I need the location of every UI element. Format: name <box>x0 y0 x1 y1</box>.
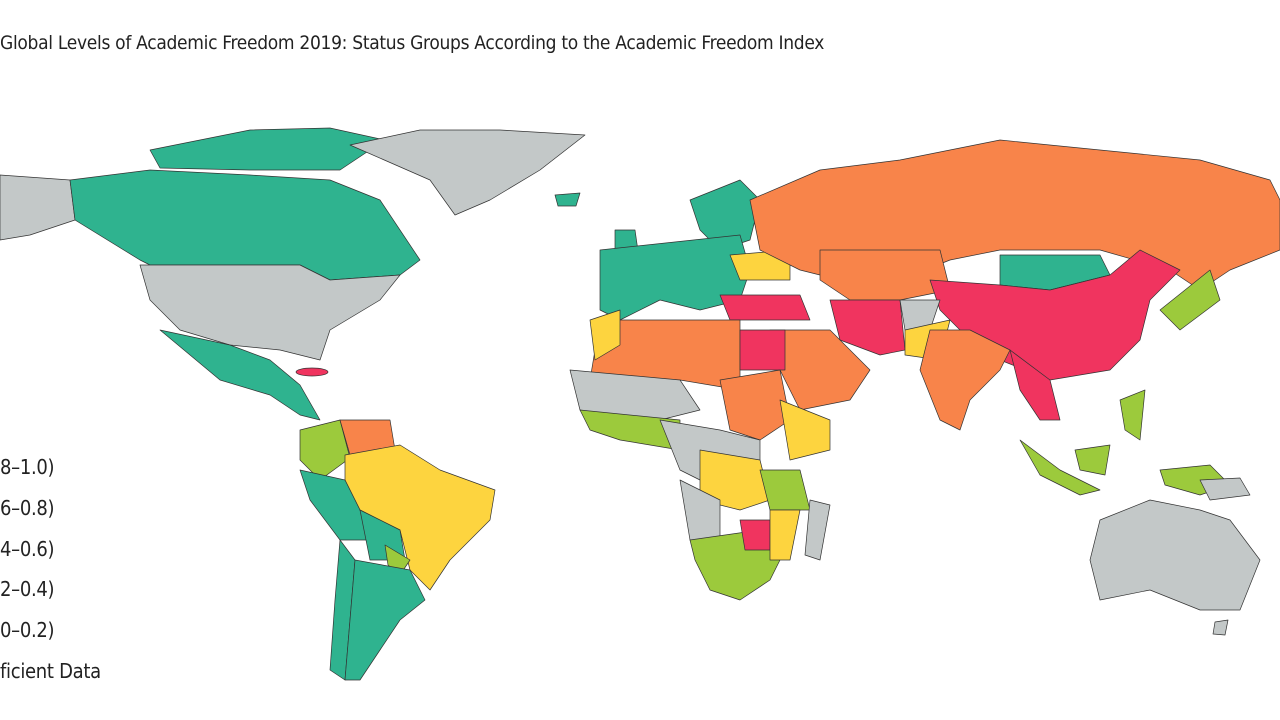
country <box>804 499 831 561</box>
country <box>689 179 761 251</box>
country <box>295 367 329 377</box>
country <box>759 469 811 511</box>
country <box>1019 439 1101 496</box>
country <box>159 329 321 421</box>
country <box>779 399 831 461</box>
country <box>299 419 351 481</box>
legend-label: 2–0.4) <box>0 577 55 602</box>
country <box>739 519 771 551</box>
country <box>0 174 76 241</box>
country <box>1212 619 1229 636</box>
country <box>1089 499 1261 611</box>
country <box>349 129 586 216</box>
country <box>1074 444 1111 476</box>
country <box>149 127 386 171</box>
legend-label: 0–0.2) <box>0 618 55 643</box>
country <box>919 329 1011 431</box>
country <box>344 559 426 681</box>
country <box>554 192 581 207</box>
country <box>1119 389 1146 441</box>
country <box>1009 349 1061 421</box>
country <box>719 369 791 441</box>
legend-label: ficient Data <box>0 659 101 683</box>
map-title: Global Levels of Academic Freedom 2019: … <box>0 32 825 54</box>
country <box>719 294 811 321</box>
country <box>829 299 906 356</box>
country <box>139 264 401 361</box>
country <box>579 409 681 451</box>
country <box>1199 477 1251 501</box>
country <box>739 329 786 371</box>
country <box>769 509 801 561</box>
country <box>1159 269 1221 331</box>
legend-label: 6–0.8) <box>0 495 55 520</box>
legend-label: 4–0.6) <box>0 536 55 561</box>
country <box>69 169 421 281</box>
country <box>599 234 751 321</box>
country <box>819 249 951 301</box>
legend-label: 8–1.0) <box>0 455 55 479</box>
country <box>589 309 621 361</box>
